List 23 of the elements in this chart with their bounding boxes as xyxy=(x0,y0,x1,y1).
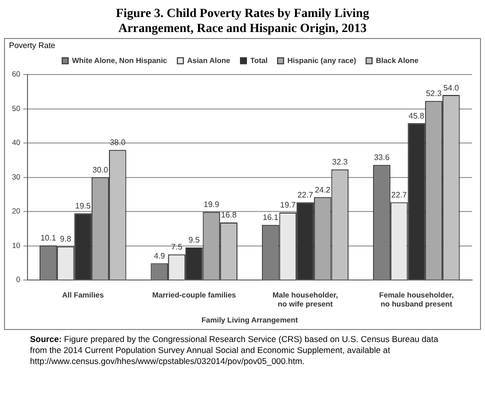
data-label: 7.5 xyxy=(171,242,183,252)
data-label: 22.7 xyxy=(391,190,408,200)
data-label: 16.8 xyxy=(220,210,238,220)
data-label: 19.9 xyxy=(204,200,220,210)
data-label: 19.7 xyxy=(280,200,296,210)
source-note: Source: Figure prepared by the Congressional Research Service (CRS) based on U.S. Census Bureau data from the 2014 Current Population Survey Annual Social and Economic Supplement, available at http://www.census.gov/hhes/www/cpstables/032014/pov/pov05_000.htm. xyxy=(30,334,440,367)
data-label: 9.8 xyxy=(60,234,72,244)
data-label: 32.3 xyxy=(332,158,348,167)
data-label: 22.7 xyxy=(297,190,314,200)
data-label: 9.5 xyxy=(188,236,200,245)
data-label: 24.2 xyxy=(314,185,331,194)
data-label: 10.1 xyxy=(40,234,57,243)
data-label: 45.8 xyxy=(408,111,425,120)
data-label: 30.0 xyxy=(92,165,109,174)
y-axis-title: Poverty Rate xyxy=(9,41,56,50)
data-label: 52.3 xyxy=(426,89,442,98)
data-label: 38.0 xyxy=(110,138,126,148)
data-label: 4.9 xyxy=(154,251,166,260)
data-label: 33.6 xyxy=(374,153,390,162)
data-label: 54.0 xyxy=(443,83,460,92)
chart-title: Figure 3. Child Poverty Rates by Family Living Arrangement, Race and Hispanic Origin, 2013 xyxy=(114,6,370,36)
data-label: 19.5 xyxy=(75,201,92,210)
data-label: 16.1 xyxy=(262,213,279,222)
